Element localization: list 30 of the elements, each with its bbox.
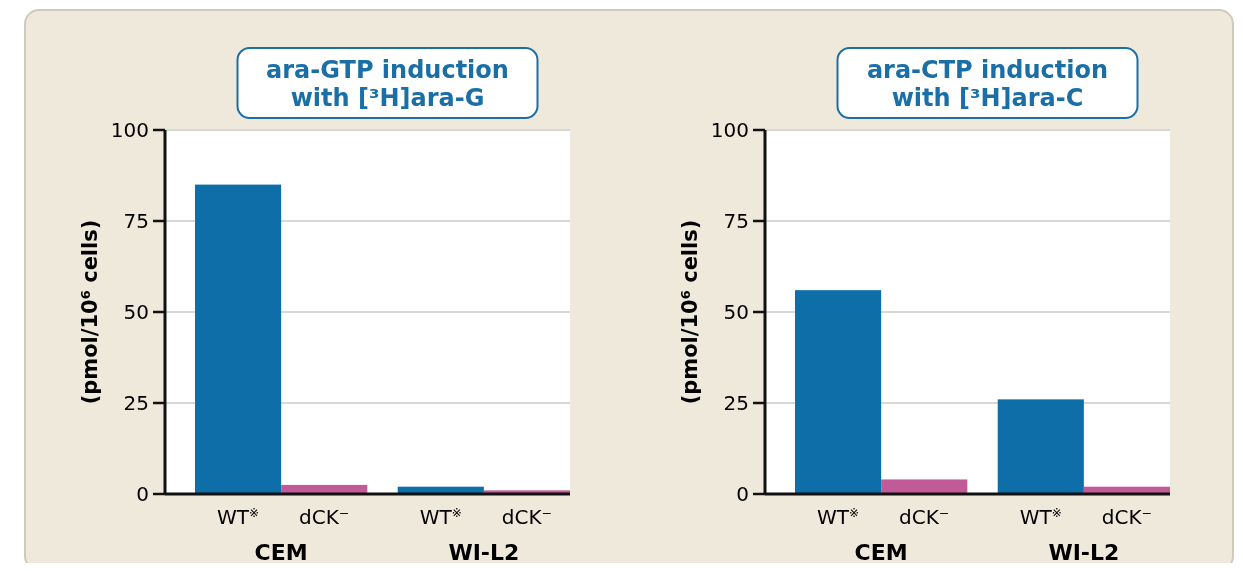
bar <box>795 290 882 494</box>
series-label: dCK⁻ <box>899 505 950 529</box>
chart-title: ara-CTP induction with [³H]ara-C <box>866 56 1109 112</box>
bar <box>997 399 1084 494</box>
bar <box>195 184 282 494</box>
y-tick-label: 50 <box>723 300 749 324</box>
y-tick-label: 25 <box>123 391 149 415</box>
x-tick-label: WI-L2 <box>448 540 520 565</box>
y-tick-label: 25 <box>723 391 749 415</box>
y-tick-label: 50 <box>123 300 149 324</box>
y-tick-label: 75 <box>123 209 149 233</box>
x-tick-label: CEM <box>854 540 908 565</box>
text: WT$^{※}$ <box>1019 505 1062 529</box>
bar <box>881 479 968 494</box>
text: dCK⁻ <box>501 505 553 529</box>
series-label: WT$^{※}$ <box>217 505 260 529</box>
text: dCK⁻ <box>1101 505 1153 529</box>
y-tick-label: 0 <box>136 482 149 506</box>
y-axis-title: (pmol/10⁶ cells) <box>678 219 702 405</box>
y-tick-label: 100 <box>110 118 149 142</box>
y-tick-label: 75 <box>723 209 749 233</box>
x-tick-label: CEM <box>254 540 308 565</box>
y-tick-label: 0 <box>736 482 749 506</box>
series-label: dCK⁻ <box>299 505 350 529</box>
text: WT$^{※}$ <box>419 505 462 529</box>
y-axis-title: (pmol/10⁶ cells) <box>78 219 102 405</box>
x-tick-label: WI-L2 <box>1048 540 1120 565</box>
series-label: WT$^{※}$ <box>817 505 860 529</box>
y-tick-label: 100 <box>710 118 749 142</box>
chart-title: ara-GTP induction with [³H]ara-G <box>266 56 509 112</box>
